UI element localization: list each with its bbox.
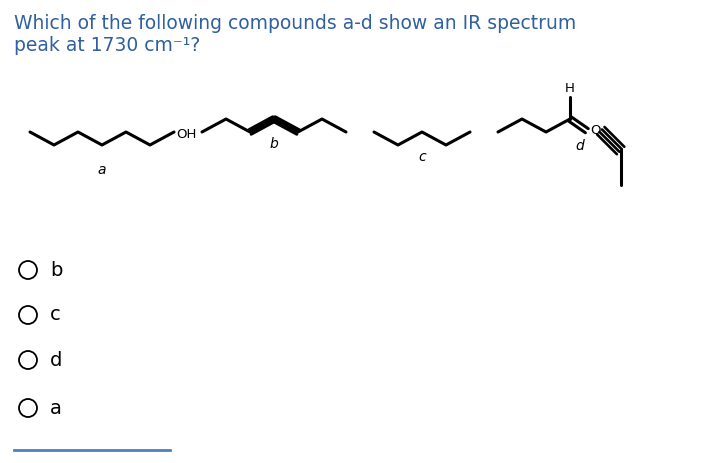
Text: c: c	[418, 150, 426, 164]
Text: a: a	[98, 163, 106, 177]
Text: a: a	[50, 399, 62, 418]
Text: peak at 1730 cm⁻¹?: peak at 1730 cm⁻¹?	[14, 36, 201, 55]
Text: Which of the following compounds a-d show an IR spectrum: Which of the following compounds a-d sho…	[14, 14, 576, 33]
Text: b: b	[50, 261, 63, 280]
Text: d: d	[575, 139, 584, 153]
Text: H: H	[565, 82, 575, 95]
Text: b: b	[270, 137, 278, 151]
Text: c: c	[50, 306, 60, 325]
Text: d: d	[50, 350, 63, 369]
Text: O: O	[590, 124, 600, 137]
Text: OH: OH	[176, 127, 196, 140]
